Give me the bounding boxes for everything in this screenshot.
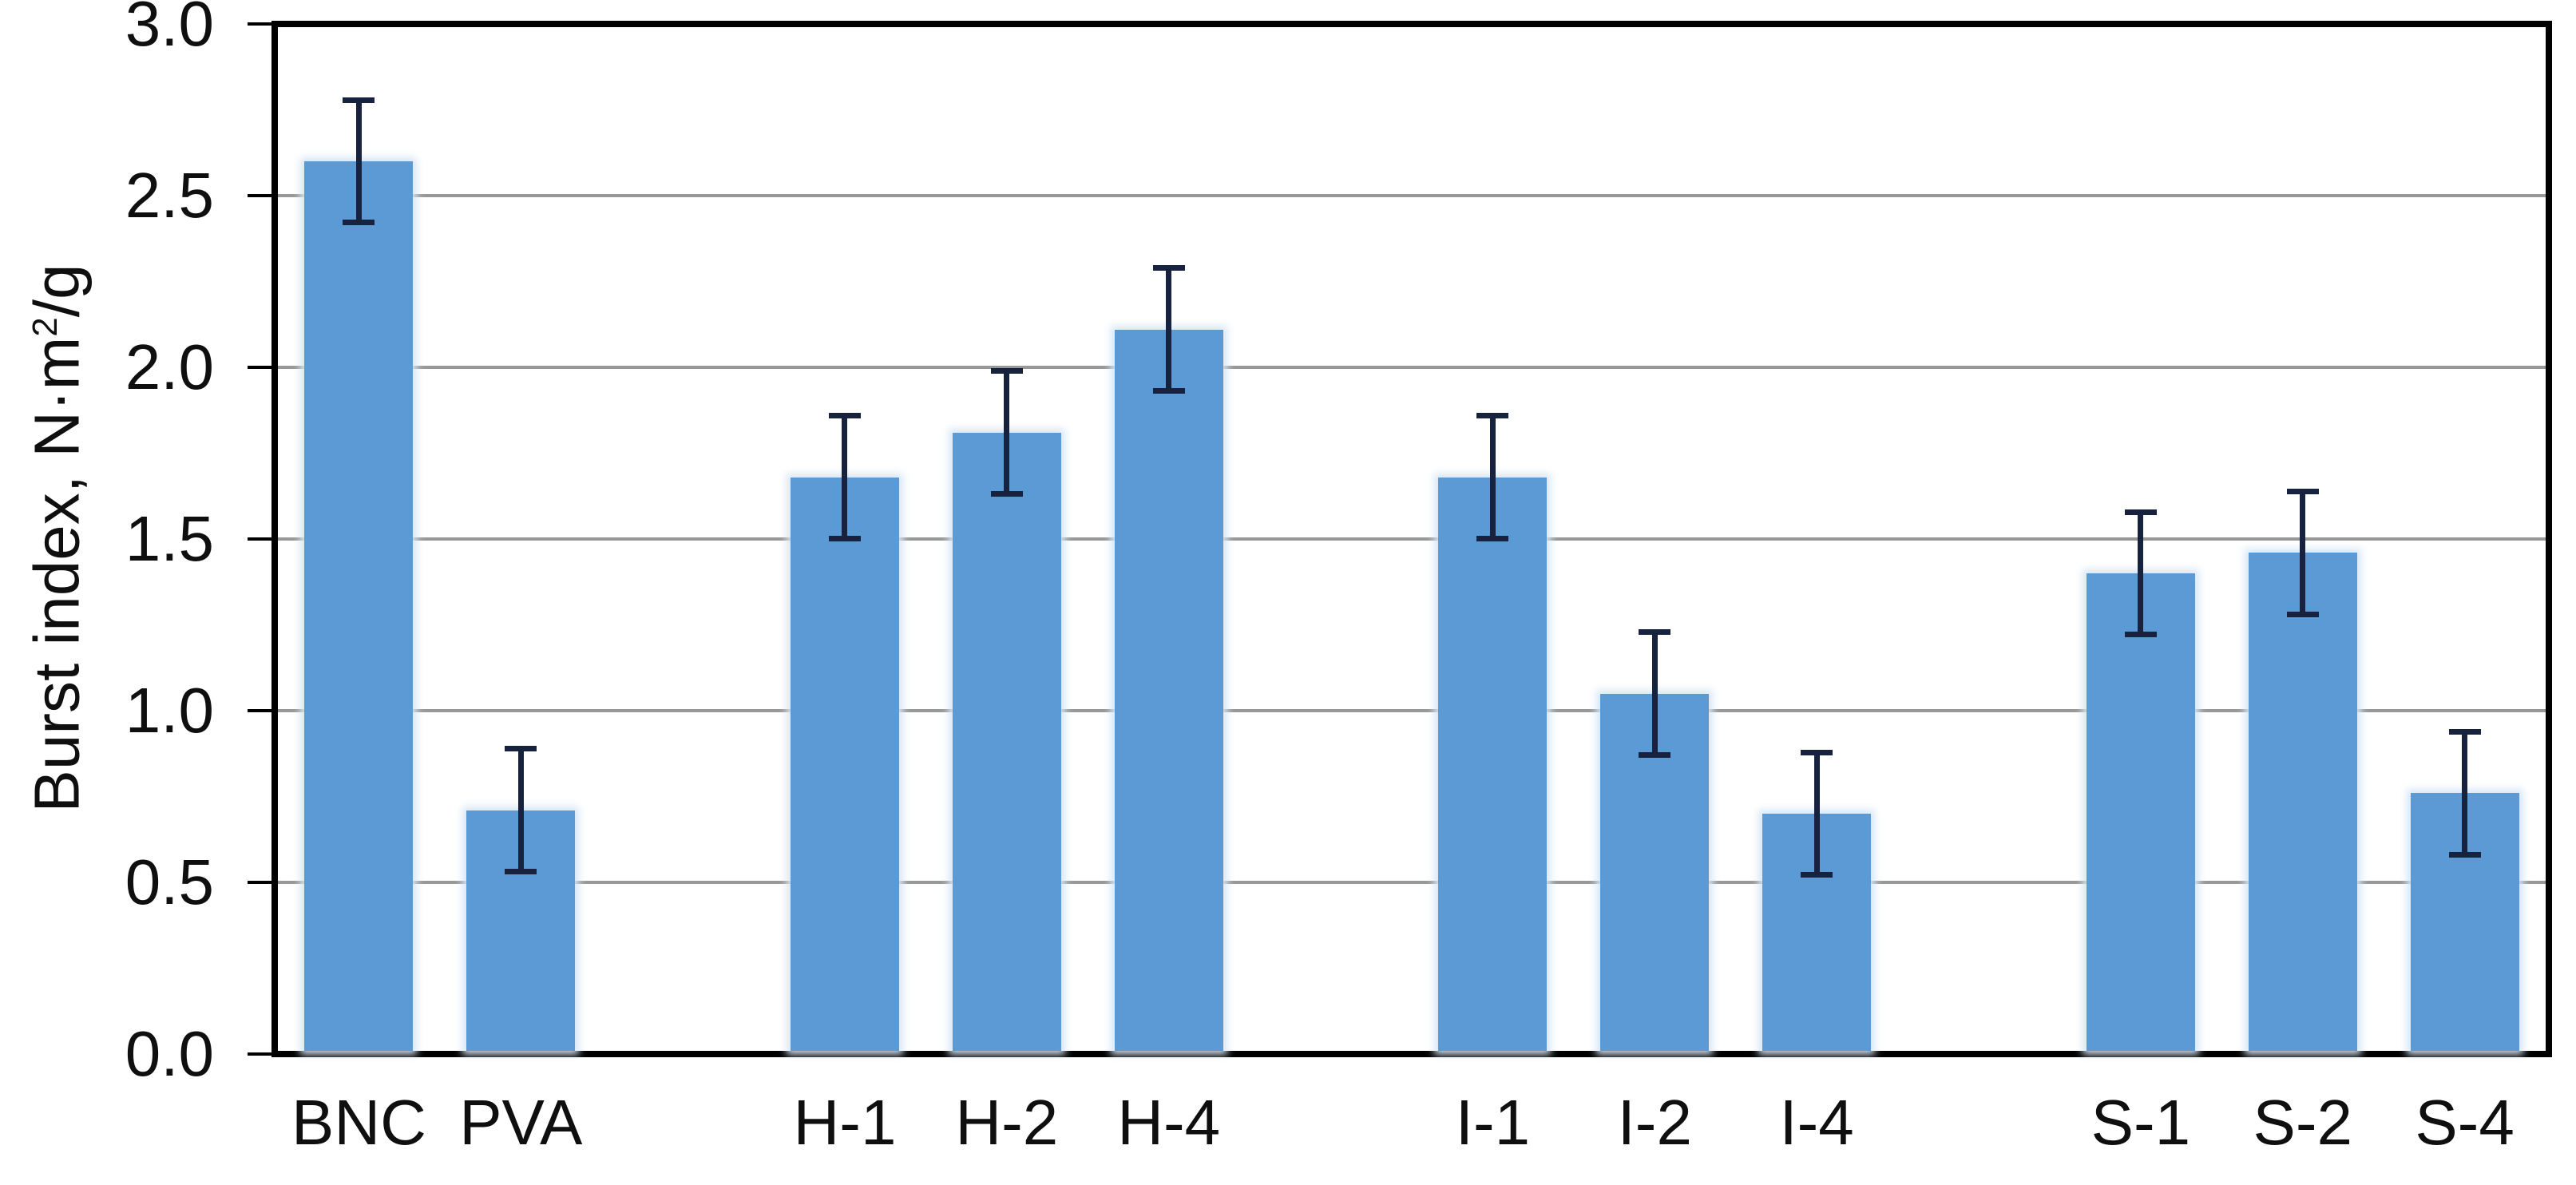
error-bar-S-1 — [2124, 509, 2157, 638]
error-bar-S-4 — [2448, 728, 2481, 858]
error-bar-PVA — [505, 746, 537, 875]
y-tick-label-1.0: 1.0 — [125, 675, 214, 746]
y-tick-mark-3.0 — [248, 22, 273, 26]
error-bar-line-H-4 — [1166, 265, 1172, 394]
error-bar-cap-top-I-4 — [1801, 749, 1833, 755]
category-slot-I-4 — [1736, 27, 1898, 1051]
error-bar-cap-bottom-I-2 — [1639, 751, 1671, 758]
category-slot-H-4 — [1088, 27, 1250, 1051]
error-bar-line-S-1 — [2138, 509, 2144, 638]
bar-H-2 — [952, 432, 1061, 1051]
x-axis-label-I-4: I-4 — [1779, 1087, 1854, 1158]
x-axis-label-H-1: H-1 — [793, 1087, 897, 1158]
error-bar-I-1 — [1476, 413, 1509, 541]
x-axis-label-PVA: PVA — [459, 1087, 583, 1158]
category-slot-H-2 — [925, 27, 1088, 1051]
error-bar-line-H-2 — [1004, 368, 1010, 497]
y-axis-title-unit-suffix: /g — [21, 264, 93, 318]
y-tick-label-3.0: 3.0 — [125, 0, 214, 59]
category-slot-S-1 — [2059, 27, 2221, 1051]
x-axis-label-BNC: BNC — [291, 1087, 426, 1158]
y-tick-label-0.0: 0.0 — [125, 1018, 214, 1089]
error-bar-cap-bottom-H-2 — [990, 491, 1023, 497]
category-slot-S-4 — [2384, 27, 2546, 1051]
x-axis-label-H-4: H-4 — [1117, 1087, 1221, 1158]
error-bar-cap-top-I-1 — [1476, 413, 1509, 419]
error-bar-BNC — [343, 97, 375, 226]
error-bar-S-2 — [2286, 488, 2319, 617]
error-bar-cap-top-I-2 — [1639, 629, 1671, 636]
error-bar-cap-top-H-1 — [828, 413, 861, 419]
y-tick-label-2.0: 2.0 — [125, 331, 214, 402]
gridline-1.5 — [278, 537, 2546, 541]
error-bar-H-2 — [990, 368, 1023, 497]
x-axis-label-S-4: S-4 — [2415, 1087, 2515, 1158]
y-tick-mark-2.5 — [248, 194, 273, 197]
x-axis-label-S-1: S-1 — [2091, 1087, 2191, 1158]
bar-H-1 — [790, 477, 899, 1051]
error-bar-cap-bottom-S-2 — [2286, 611, 2319, 617]
x-axis-label-H-2: H-2 — [955, 1087, 1059, 1158]
error-bar-line-I-1 — [1489, 413, 1496, 541]
error-bar-line-BNC — [355, 97, 362, 226]
error-bar-I-4 — [1801, 749, 1833, 878]
y-tick-label-0.5: 0.5 — [125, 846, 214, 917]
error-bar-cap-bottom-S-4 — [2448, 851, 2481, 858]
error-bar-line-S-2 — [2300, 488, 2306, 617]
bar-S-1 — [2086, 573, 2195, 1051]
gridline-0.5 — [278, 881, 2546, 884]
error-bar-cap-bottom-I-1 — [1476, 535, 1509, 541]
bar-BNC — [304, 161, 414, 1051]
gridline-1.0 — [278, 709, 2546, 712]
error-bar-line-H-1 — [842, 413, 848, 541]
error-bar-cap-bottom-I-4 — [1801, 872, 1833, 878]
category-slot-H-1 — [764, 27, 926, 1051]
y-tick-label-2.5: 2.5 — [125, 160, 214, 231]
category-slot-PVA — [440, 27, 602, 1051]
error-bar-cap-top-H-2 — [990, 368, 1023, 375]
error-bar-cap-bottom-PVA — [505, 869, 537, 875]
category-slot-BNC — [278, 27, 440, 1051]
y-tick-mark-2.0 — [248, 366, 273, 369]
error-bar-cap-bottom-S-1 — [2124, 632, 2157, 638]
y-tick-mark-0.5 — [248, 881, 273, 884]
bar-I-1 — [1438, 477, 1548, 1051]
bar-H-4 — [1114, 329, 1223, 1051]
error-bar-cap-top-PVA — [505, 746, 537, 752]
y-tick-label-1.5: 1.5 — [125, 503, 214, 574]
error-bar-cap-top-BNC — [343, 97, 375, 103]
category-slot-I-1 — [1412, 27, 1574, 1051]
category-slot-S-2 — [2221, 27, 2384, 1051]
x-axis-labels: BNC PVA H-1 H-2 H-4 I-1 I-2 I-4 S-1 S-2 S-4 — [278, 1078, 2546, 1167]
x-axis-label-S-2: S-2 — [2253, 1087, 2352, 1158]
bar-S-2 — [2248, 553, 2357, 1051]
error-bar-cap-top-S-4 — [2448, 728, 2481, 735]
error-bar-H-4 — [1152, 265, 1185, 394]
error-bar-cap-top-H-4 — [1152, 265, 1185, 271]
error-bar-cap-bottom-BNC — [343, 220, 375, 226]
error-bar-H-1 — [828, 413, 861, 541]
error-bar-line-I-4 — [1813, 749, 1820, 878]
category-slot-I-2 — [1574, 27, 1736, 1051]
error-bar-cap-top-S-2 — [2286, 488, 2319, 494]
x-axis-label-I-2: I-2 — [1617, 1087, 1692, 1158]
y-tick-mark-1.5 — [248, 537, 273, 541]
x-axis-label-I-1: I-1 — [1455, 1087, 1531, 1158]
plot-area — [271, 21, 2552, 1057]
y-tick-mark-1.0 — [248, 709, 273, 712]
error-bar-I-2 — [1639, 629, 1671, 758]
gridline-2.5 — [278, 194, 2546, 197]
error-bar-line-PVA — [517, 746, 524, 875]
error-bar-line-I-2 — [1651, 629, 1658, 758]
gridline-2.0 — [278, 366, 2546, 369]
error-bar-line-S-4 — [2462, 728, 2468, 858]
plot-inner — [278, 27, 2546, 1051]
error-bar-cap-bottom-H-1 — [828, 535, 861, 541]
error-bar-cap-top-S-1 — [2124, 509, 2157, 515]
error-bar-cap-bottom-H-4 — [1152, 388, 1185, 394]
y-tick-mark-0.0 — [248, 1052, 273, 1056]
